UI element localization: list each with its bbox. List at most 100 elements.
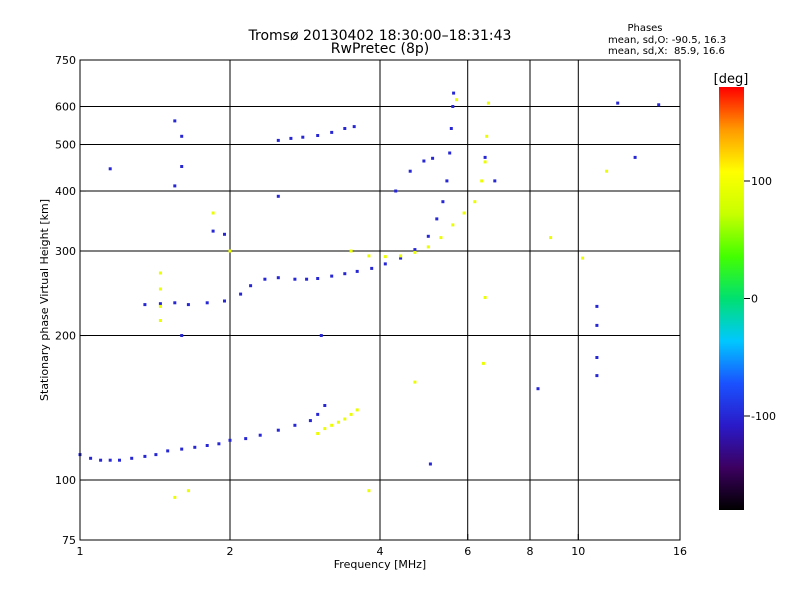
data-point [485, 134, 489, 138]
data-point [223, 299, 226, 303]
data-point [143, 303, 147, 307]
colorbar-tick-label: 100 [751, 175, 772, 188]
data-point [289, 136, 293, 140]
data-point [355, 269, 359, 273]
data-point [205, 301, 209, 305]
data-point [480, 179, 484, 183]
data-point [549, 236, 553, 240]
data-point [343, 127, 347, 130]
data-point [143, 454, 147, 458]
x-tick-label: 4 [377, 545, 384, 558]
data-point [426, 234, 430, 238]
x-axis-label: Frequency [MHz] [334, 558, 426, 571]
data-point [367, 489, 371, 493]
data-point [451, 105, 455, 108]
data-point [486, 101, 490, 105]
data-point [343, 272, 347, 276]
data-point [316, 134, 320, 137]
data-point [349, 412, 353, 416]
data-point [435, 217, 439, 221]
legend-line-x: mean, sd,X: 85.9, 16.6 [608, 46, 725, 57]
data-points [78, 91, 661, 499]
data-point [595, 304, 599, 308]
chart-title: Tromsø 20130402 18:30:00–18:31:43 [248, 28, 512, 44]
colorbar [719, 87, 744, 510]
data-point [349, 249, 353, 253]
data-point [180, 134, 184, 138]
data-point [581, 256, 585, 260]
data-point [173, 184, 177, 188]
data-point [173, 119, 177, 123]
axis-ticks: 1 2 4 6 8 10 16 75 100 200 300 400 500 600 750 [55, 54, 687, 558]
data-point [481, 361, 485, 365]
data-point [228, 249, 232, 253]
data-point [173, 301, 177, 305]
data-point [239, 292, 243, 296]
data-point [330, 274, 334, 278]
data-point [352, 125, 356, 129]
data-point [186, 489, 190, 493]
y-tick-label: 100 [55, 474, 76, 487]
data-point [166, 449, 170, 453]
data-point [217, 442, 221, 446]
x-tick-label: 1 [77, 545, 84, 558]
data-point [305, 277, 309, 281]
data-point [413, 250, 417, 254]
data-point [422, 159, 426, 163]
data-point [493, 179, 497, 183]
data-point [452, 91, 456, 95]
x-tick-label: 16 [673, 545, 687, 558]
colorbar-label: [deg] [714, 72, 749, 87]
data-point [158, 304, 162, 308]
data-point [483, 296, 487, 299]
data-point [473, 200, 477, 204]
data-point [455, 98, 459, 102]
data-point [439, 236, 443, 240]
data-point [336, 420, 340, 424]
data-point [205, 444, 209, 447]
data-point [330, 423, 334, 427]
data-point [293, 277, 297, 281]
y-axis-label: Stationary phase Virtual Height [km] [38, 199, 51, 401]
data-point [158, 302, 162, 306]
data-point [276, 138, 280, 142]
colorbar-ticks: 100 0 -100 [744, 175, 776, 423]
data-point [180, 447, 184, 451]
data-point [323, 404, 327, 407]
data-point [108, 167, 112, 171]
data-point [428, 462, 432, 466]
data-point [244, 437, 248, 441]
data-point [276, 194, 280, 198]
data-point [293, 423, 297, 427]
data-point [408, 169, 412, 173]
data-point [89, 456, 93, 460]
data-point [108, 458, 112, 462]
grid-lines [80, 60, 680, 540]
x-tick-label: 10 [571, 545, 585, 558]
y-tick-label: 75 [62, 534, 76, 547]
chart-subtitle: RwPretec (8p) [331, 41, 429, 57]
data-point [276, 428, 280, 432]
data-point [399, 254, 403, 258]
data-point [605, 169, 609, 173]
y-tick-label: 400 [55, 185, 76, 198]
data-point [263, 277, 267, 281]
data-point [595, 374, 599, 378]
data-point [657, 103, 661, 107]
data-point [451, 223, 455, 227]
data-point [118, 458, 121, 462]
data-point [276, 276, 280, 280]
data-point [158, 271, 162, 275]
x-tick-label: 2 [227, 545, 234, 558]
data-point [413, 248, 417, 252]
colorbar-tick-label: 0 [751, 293, 758, 306]
data-point [258, 433, 262, 437]
data-point [180, 334, 184, 337]
data-point [154, 453, 158, 457]
data-point [355, 408, 359, 412]
data-point [211, 211, 215, 215]
data-point [445, 179, 449, 183]
data-point [330, 130, 334, 134]
data-point [448, 151, 452, 155]
data-point [301, 135, 305, 139]
